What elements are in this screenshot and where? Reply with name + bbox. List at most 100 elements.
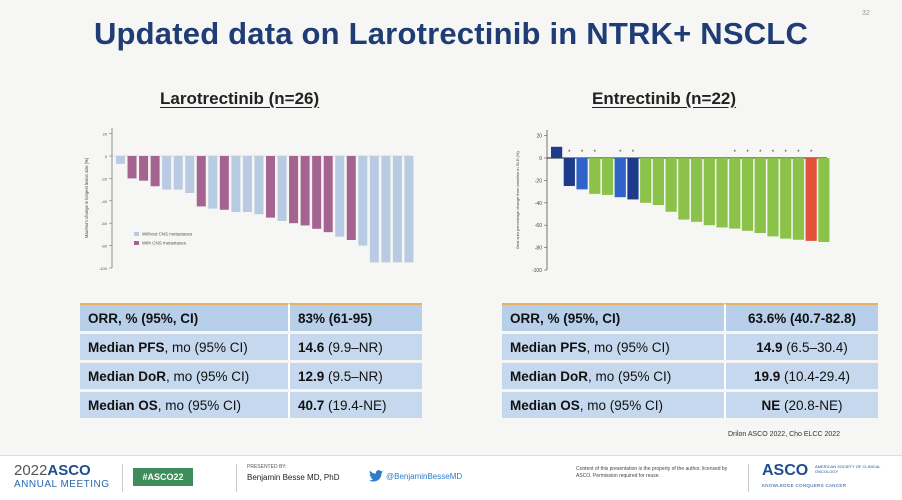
bar (563, 158, 575, 186)
y-tick-label: 20 (103, 132, 108, 137)
y-tick-label: 0 (105, 154, 108, 159)
table-row: Median OS, mo (95% CI) 40.7 (19.4-NE) (80, 392, 422, 418)
bar (219, 156, 229, 210)
entrectinib-heading: Entrectinib (n=22) (592, 89, 737, 108)
stat-label: Median OS, mo (95% CI) (80, 392, 288, 418)
stat-label: Median OS, mo (95% CI) (502, 392, 724, 418)
stat-label: Median DoR, mo (95% CI) (502, 363, 724, 389)
bar (289, 156, 299, 224)
bar (741, 158, 754, 231)
asterisk-marker: * (785, 150, 788, 156)
stat-value: 19.9 (10.4-29.4) (724, 363, 878, 389)
stat-value: 14.9 (6.5–30.4) (724, 334, 878, 360)
bar (358, 156, 368, 246)
bar (754, 158, 766, 234)
legend-swatch (134, 241, 139, 245)
asco-meeting-logo: 2022ASCO (14, 462, 91, 479)
bar (691, 158, 703, 222)
table-row: Median OS, mo (95% CI) NE (20.8-NE) (502, 392, 878, 418)
asterisk-marker: * (746, 150, 749, 156)
stat-value: 14.6 (9.9–NR) (288, 334, 422, 360)
bar (196, 156, 206, 207)
society-tagline: KNOWLEDGE CONQUERS CANCER (762, 483, 847, 488)
asterisk-marker: * (772, 150, 775, 156)
bar (242, 156, 252, 212)
y-axis-label: Maximum change in longest lesion size (%… (84, 157, 89, 238)
bar (173, 156, 183, 190)
stat-label: ORR, % (95%, CI) (502, 303, 724, 331)
bar (640, 158, 652, 203)
bar (162, 156, 172, 190)
bar (346, 156, 356, 240)
stat-label: Median DoR, mo (95% CI) (80, 363, 288, 389)
stat-value: NE (20.8-NE) (724, 392, 878, 418)
source-citation: Drilon ASCO 2022, Cho ELCC 2022 (728, 431, 841, 438)
bar (665, 158, 677, 212)
asterisk-marker: * (594, 150, 597, 156)
stat-label: Median PFS, mo (95% CI) (80, 334, 288, 360)
bar (369, 156, 379, 263)
bar (627, 158, 639, 200)
asterisk-marker: * (632, 150, 635, 156)
y-tick-label: -40 (101, 199, 108, 204)
legend-label: With CNS metastases (142, 241, 187, 246)
society-name: AMERICAN SOCIETY OF CLINICAL ONCOLOGY (815, 464, 881, 474)
footer: 2022ASCO ANNUAL MEETING #ASCO22 PRESENTE… (0, 455, 902, 500)
y-tick-label: 20 (536, 134, 542, 140)
bar (678, 158, 690, 220)
twitter-icon (369, 470, 383, 482)
bar (780, 158, 792, 239)
legend-swatch (134, 232, 139, 236)
bar (551, 146, 563, 158)
bar (576, 158, 588, 190)
table-row: Median DoR, mo (95% CI) 19.9 (10.4-29.4) (502, 363, 878, 389)
y-tick-label: -60 (101, 221, 108, 226)
legend-label: Without CNS metastases (142, 232, 193, 237)
meeting-label: ANNUAL MEETING (14, 479, 110, 490)
bar (323, 156, 333, 233)
bar (818, 158, 830, 242)
divider (748, 464, 749, 492)
asterisk-marker: * (581, 150, 584, 156)
asterisk-marker: * (568, 150, 571, 156)
bar (589, 158, 601, 194)
asterisk-marker: * (797, 150, 800, 156)
larotrectinib-stats-table: ORR, % (95%, CI) 83% (61-95) Median PFS,… (80, 300, 422, 421)
asterisk-marker: * (810, 150, 813, 156)
y-tick-label: -100 (99, 266, 108, 271)
bar (150, 156, 160, 187)
bar (703, 158, 715, 226)
bar (767, 158, 779, 237)
bar (266, 156, 275, 218)
y-tick-label: -20 (535, 178, 542, 184)
bar (614, 158, 626, 198)
bar (254, 156, 264, 215)
bar (601, 158, 614, 195)
bar (792, 158, 805, 240)
y-tick-label: -20 (101, 176, 108, 181)
divider (236, 464, 237, 492)
bar (716, 158, 728, 228)
asterisk-marker: * (759, 150, 762, 156)
stat-label: Median PFS, mo (95% CI) (502, 334, 724, 360)
table-row: Median DoR, mo (95% CI) 12.9 (9.5–NR) (80, 363, 422, 389)
table-row: Median PFS, mo (95% CI) 14.6 (9.9–NR) (80, 334, 422, 360)
slide-number: 32 (862, 10, 870, 17)
y-tick-label: -100 (532, 268, 542, 274)
bar (231, 156, 241, 212)
y-tick-label: -80 (101, 244, 108, 249)
copyright-notice: Content of this presentation is the prop… (576, 466, 728, 479)
stat-label: ORR, % (95%, CI) (80, 303, 288, 331)
y-tick-label: -60 (535, 223, 542, 229)
bar (652, 158, 665, 206)
stat-value: 83% (61-95) (288, 303, 422, 331)
bar (277, 156, 287, 221)
y-axis-label: Best sum percentage change from baseline… (515, 151, 520, 249)
bar (729, 158, 741, 229)
y-tick-label: -80 (535, 246, 542, 252)
asterisk-marker: * (734, 150, 737, 156)
bar (805, 158, 817, 241)
bar (392, 156, 402, 263)
bar (312, 156, 322, 229)
